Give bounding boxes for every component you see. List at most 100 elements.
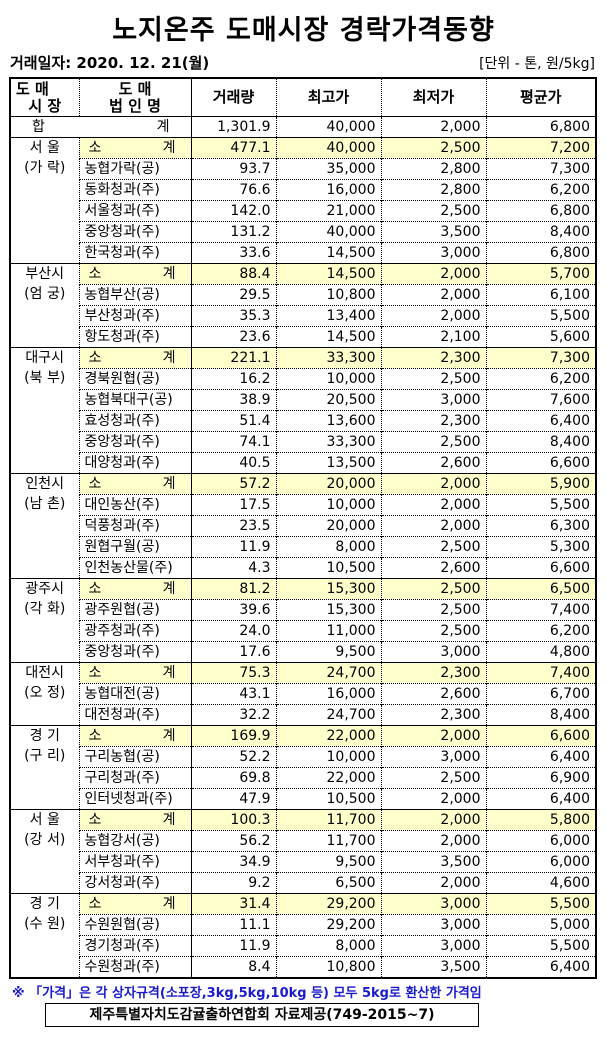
corp-name: 부산청과(주) xyxy=(78,305,192,327)
min-cell: 2,000 xyxy=(380,515,486,537)
min-cell: 2,500 xyxy=(380,137,486,159)
avg-cell: 6,500 xyxy=(485,578,596,600)
table-row: 대인농산(주) 17.5 10,000 2,000 5,500 xyxy=(10,494,596,516)
total-avg: 6,800 xyxy=(485,116,596,138)
table-row: 서부청과(주) 34.9 9,500 3,500 6,000 xyxy=(10,851,596,873)
min-cell: 2,800 xyxy=(380,179,486,201)
subtotal-row: 광주시 (각 화) 소 계 81.2 15,300 2,500 6,500 xyxy=(10,578,596,663)
table-row: 항도청과(주) 23.6 14,500 2,100 5,600 xyxy=(10,326,596,348)
avg-cell: 6,200 xyxy=(485,620,596,642)
volume-cell: 131.2 xyxy=(190,221,276,243)
avg-cell: 8,400 xyxy=(485,431,596,453)
corp-name: 구리청과(주) xyxy=(78,767,192,789)
avg-cell: 6,000 xyxy=(485,851,596,873)
header-volume: 거래량 xyxy=(190,77,276,117)
max-cell: 29,200 xyxy=(275,893,381,915)
table-row: 농협대전(공) 43.1 16,000 2,600 6,700 xyxy=(10,683,596,705)
min-cell: 2,000 xyxy=(380,473,486,495)
avg-cell: 5,500 xyxy=(485,935,596,957)
min-cell: 2,800 xyxy=(380,158,486,180)
table-row: 중앙청과(주) 74.1 33,300 2,500 8,400 xyxy=(10,431,596,453)
avg-cell: 7,300 xyxy=(485,158,596,180)
max-cell: 20,000 xyxy=(275,515,381,537)
volume-cell: 56.2 xyxy=(190,830,276,852)
corp-name: 수원원협(공) xyxy=(78,914,192,936)
avg-cell: 6,300 xyxy=(485,515,596,537)
corp-name: 경기청과(주) xyxy=(78,935,192,957)
total-volume: 1,301.9 xyxy=(190,116,276,138)
avg-cell: 6,900 xyxy=(485,767,596,789)
avg-cell: 5,600 xyxy=(485,326,596,348)
volume-cell: 4.3 xyxy=(190,557,276,579)
volume-cell: 23.5 xyxy=(190,515,276,537)
data-source: 제주특별자치도감귤출하연합회 자료제공(749-2015~7) xyxy=(45,1003,479,1027)
max-cell: 24,700 xyxy=(275,662,381,684)
min-cell: 2,500 xyxy=(380,620,486,642)
total-min: 2,000 xyxy=(380,116,486,138)
min-cell: 3,000 xyxy=(380,746,486,768)
max-cell: 13,500 xyxy=(275,452,381,474)
market-name: 서 울 (가 락) xyxy=(10,137,79,264)
volume-cell: 69.8 xyxy=(190,767,276,789)
avg-cell: 4,800 xyxy=(485,641,596,663)
corp-name: 인터넷청과(주) xyxy=(78,788,192,810)
avg-cell: 7,400 xyxy=(485,599,596,621)
corp-name: 중앙청과(주) xyxy=(78,221,192,243)
min-cell: 2,600 xyxy=(380,683,486,705)
min-cell: 3,500 xyxy=(380,221,486,243)
avg-cell: 6,800 xyxy=(485,200,596,222)
min-cell: 3,500 xyxy=(380,851,486,873)
corp-name: 한국청과(주) xyxy=(78,242,192,264)
max-cell: 16,000 xyxy=(275,683,381,705)
max-cell: 21,000 xyxy=(275,200,381,222)
min-cell: 2,300 xyxy=(380,704,486,726)
volume-cell: 9.2 xyxy=(190,872,276,894)
avg-cell: 6,400 xyxy=(485,788,596,810)
corp-name: 농협부산(공) xyxy=(78,284,192,306)
min-cell: 3,000 xyxy=(380,893,486,915)
max-cell: 15,300 xyxy=(275,578,381,600)
corp-name: 농협강서(공) xyxy=(78,830,192,852)
table-row: 광주원협(공) 39.6 15,300 2,500 7,400 xyxy=(10,599,596,621)
subtotal-row: 서 울 (강 서) 소 계 100.3 11,700 2,000 5,800 xyxy=(10,809,596,894)
corp-name: 인천농산물(주) xyxy=(78,557,192,579)
min-cell: 2,000 xyxy=(380,872,486,894)
volume-cell: 40.5 xyxy=(190,452,276,474)
min-cell: 2,000 xyxy=(380,263,486,285)
corp-name: 효성청과(주) xyxy=(78,410,192,432)
table-row: 부산청과(주) 35.3 13,400 2,000 5,500 xyxy=(10,305,596,327)
max-cell: 11,700 xyxy=(275,809,381,831)
volume-cell: 24.0 xyxy=(190,620,276,642)
table-row: 동화청과(주) 76.6 16,000 2,800 6,200 xyxy=(10,179,596,201)
corp-name: 광주청과(주) xyxy=(78,620,192,642)
subtotal-row: 서 울 (가 락) 소 계 477.1 40,000 2,500 7,200 xyxy=(10,137,596,264)
corp-name: 동화청과(주) xyxy=(78,179,192,201)
min-cell: 3,000 xyxy=(380,242,486,264)
max-cell: 9,500 xyxy=(275,641,381,663)
corp-name: 중앙청과(주) xyxy=(78,431,192,453)
volume-cell: 11.9 xyxy=(190,536,276,558)
volume-cell: 221.1 xyxy=(190,347,276,369)
max-cell: 9,500 xyxy=(275,851,381,873)
avg-cell: 8,400 xyxy=(485,221,596,243)
max-cell: 14,500 xyxy=(275,242,381,264)
min-cell: 2,000 xyxy=(380,494,486,516)
min-cell: 2,100 xyxy=(380,326,486,348)
min-cell: 3,000 xyxy=(380,914,486,936)
volume-cell: 74.1 xyxy=(190,431,276,453)
table-row: 대양청과(주) 40.5 13,500 2,600 6,600 xyxy=(10,452,596,474)
avg-cell: 5,700 xyxy=(485,263,596,285)
avg-cell: 5,500 xyxy=(485,494,596,516)
table-row: 강서청과(주) 9.2 6,500 2,000 4,600 xyxy=(10,872,596,894)
table-row: 경기청과(주) 11.9 8,000 3,000 5,500 xyxy=(10,935,596,957)
min-cell: 3,500 xyxy=(380,956,486,978)
max-cell: 11,700 xyxy=(275,830,381,852)
subtotal-row: 부산시 (엄 궁) 소 계 88.4 14,500 2,000 5,700 xyxy=(10,263,596,348)
